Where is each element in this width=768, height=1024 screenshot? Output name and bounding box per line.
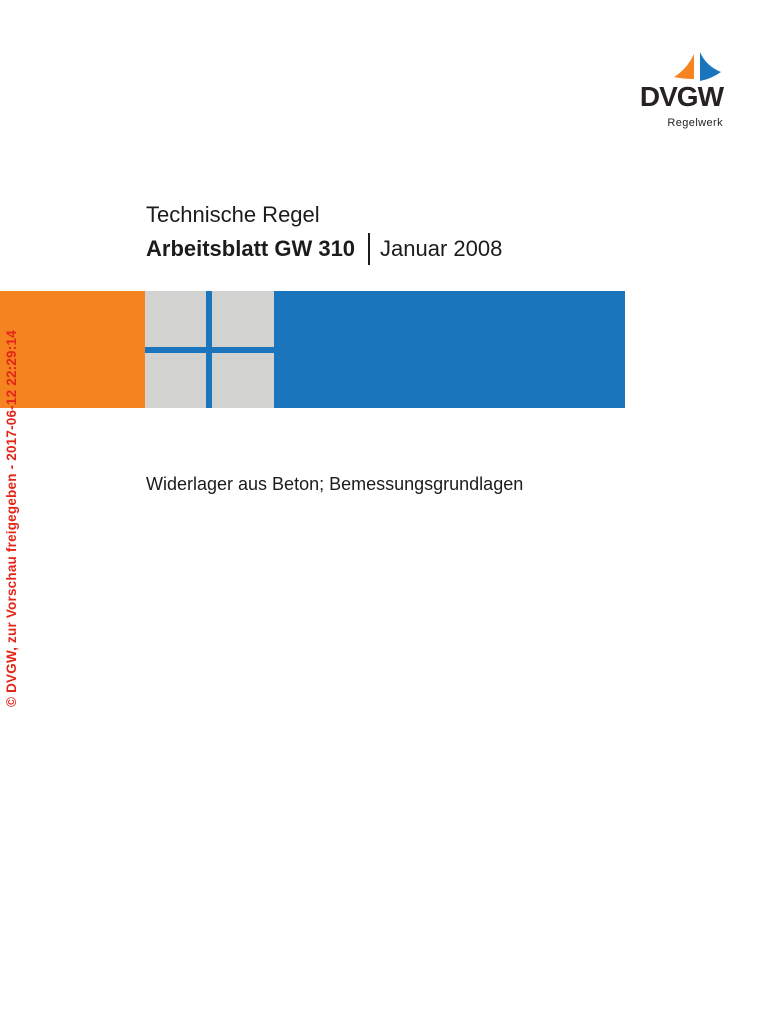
dvgw-flame-icon	[674, 52, 721, 81]
title-separator-line	[368, 233, 371, 265]
doc-number-row: Arbeitsblatt GW 310 Januar 2008	[146, 232, 502, 266]
banner-gray-block	[145, 291, 274, 408]
doc-number: Arbeitsblatt GW 310	[146, 236, 356, 261]
flame-blue-shape	[700, 52, 721, 81]
doc-subtitle: Widerlager aus Beton; Bemessungsgrundlag…	[146, 474, 524, 494]
banner-blue-block	[274, 291, 625, 408]
doc-date: Januar 2008	[380, 236, 503, 261]
logo-regelwerk-text: Regelwerk	[667, 117, 723, 129]
banner-cross-horizontal-bar	[145, 347, 274, 353]
logo-brand-text: DVGW	[639, 81, 724, 112]
banner-orange-block	[0, 291, 145, 408]
preview-watermark-text: © DVGW, zur Vorschau freigegeben - 2017-…	[4, 330, 19, 707]
cover-banner	[0, 291, 625, 408]
dvgw-logo: DVGW Regelwerk	[639, 52, 724, 129]
flame-orange-shape	[674, 54, 694, 79]
doc-type-title: Technische Regel	[146, 202, 320, 227]
